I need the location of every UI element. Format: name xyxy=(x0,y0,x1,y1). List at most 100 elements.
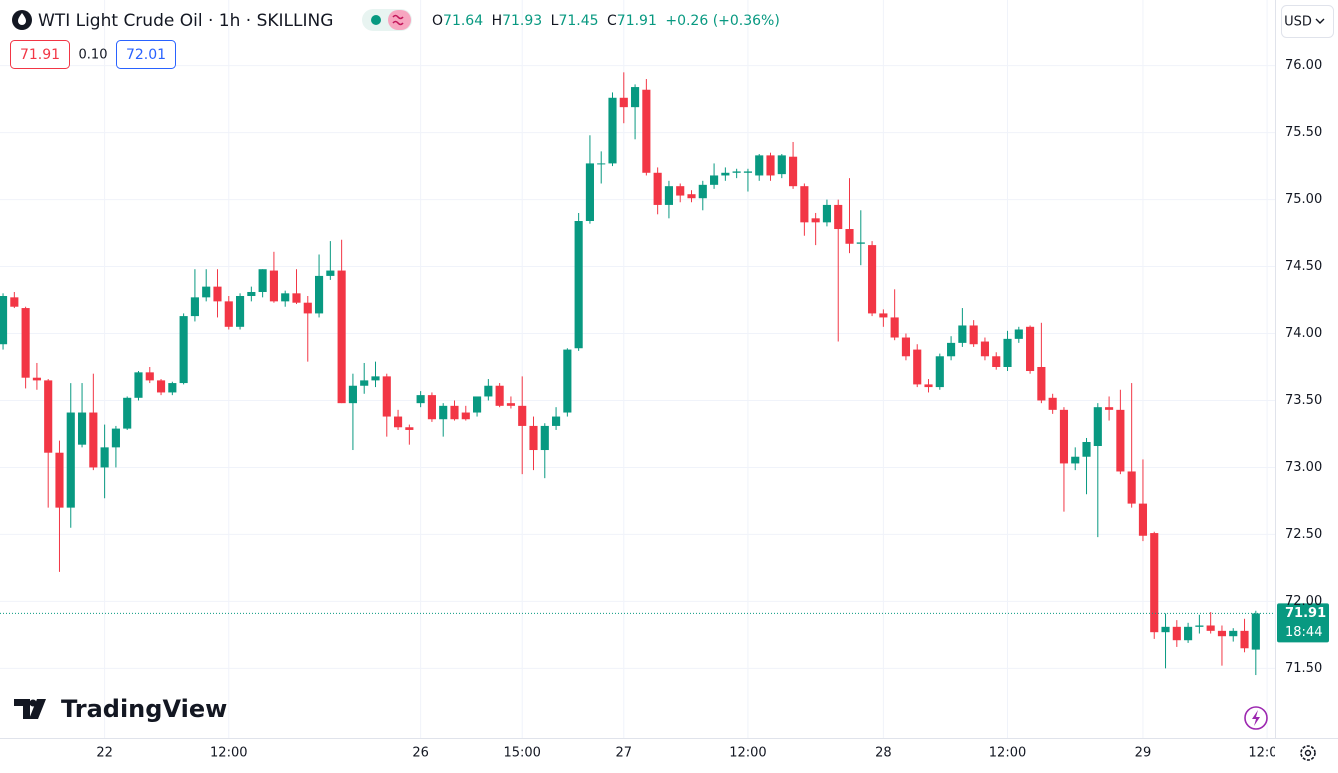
candle-body xyxy=(947,342,956,357)
settings-button[interactable] xyxy=(1300,745,1316,761)
candle-body xyxy=(766,155,775,176)
candle-body xyxy=(687,194,696,199)
candle-body xyxy=(190,297,199,317)
overlay: 71.91 18:44 xyxy=(0,603,1329,643)
candle-body xyxy=(743,171,752,173)
delay-icon xyxy=(392,14,404,26)
candle-body xyxy=(394,416,403,428)
ohlc-legend: O71.64 H71.93 L71.45 C71.91 +0.26 (+0.36… xyxy=(432,13,780,29)
candle-body xyxy=(371,376,380,381)
candle-body xyxy=(608,97,617,164)
x-tick-label: 12:00 xyxy=(1248,746,1285,761)
candle-body xyxy=(134,372,143,398)
candle-body xyxy=(1059,409,1069,464)
market-open-dot xyxy=(371,15,381,25)
symbol-icon-drop xyxy=(18,13,26,25)
candle-body xyxy=(1161,626,1170,633)
candle-body xyxy=(969,325,978,345)
y-tick-label: 75.00 xyxy=(1285,192,1322,207)
candle-body xyxy=(924,384,933,388)
legend-key: H xyxy=(492,13,503,29)
chart-title: WTI Light Crude Oil · 1h · SKILLING xyxy=(38,11,333,31)
candle-body xyxy=(980,341,990,357)
x-tick-label: 29 xyxy=(1135,746,1152,761)
delay-badge xyxy=(388,10,411,30)
candle-body xyxy=(506,403,515,406)
candle-body xyxy=(292,293,301,303)
candle-body xyxy=(845,229,854,244)
y-tick-label: 76.00 xyxy=(1285,58,1322,73)
candle-body xyxy=(676,186,685,196)
candle-body xyxy=(66,412,75,508)
currency-button[interactable] xyxy=(1281,5,1334,38)
candle-body xyxy=(1195,625,1204,627)
legend-key: L xyxy=(551,13,559,29)
candle-body xyxy=(1014,329,1023,339)
candle-body xyxy=(32,377,41,381)
y-tick-label: 72.50 xyxy=(1285,527,1322,542)
candle-body xyxy=(461,412,470,420)
candle-body xyxy=(822,204,832,223)
candle-body xyxy=(811,218,820,223)
y-axis: 71.50 72.00 72.50 73.00 73.50 74.00 74.50 75.00… xyxy=(1285,58,1322,676)
x-tick-label: 26 xyxy=(412,746,429,761)
y-tick-label: 72.00 xyxy=(1285,594,1322,609)
candle-body xyxy=(890,317,899,338)
candle-body xyxy=(337,270,346,404)
candle-body xyxy=(439,405,448,420)
candle-body xyxy=(856,242,865,244)
candle-body xyxy=(631,87,640,108)
candles xyxy=(0,72,1260,676)
candle-body xyxy=(179,316,188,384)
candle-body xyxy=(653,172,662,205)
y-tick-label: 71.50 xyxy=(1285,661,1322,676)
candle-body xyxy=(10,297,19,307)
legend-value: 71.64 xyxy=(443,13,483,29)
buy-button[interactable] xyxy=(116,40,176,69)
candle-body xyxy=(1251,613,1260,650)
candle-body xyxy=(44,380,53,453)
candle-body xyxy=(529,425,538,451)
candle-body xyxy=(800,186,809,223)
candle-body xyxy=(1217,630,1227,637)
x-tick-label: 28 xyxy=(875,746,892,761)
candle-body xyxy=(834,204,843,230)
candle-body xyxy=(21,308,30,378)
y-tick-label: 73.00 xyxy=(1285,460,1322,475)
candle-body xyxy=(235,296,245,327)
candle-body xyxy=(168,383,177,393)
legend-change: +0.26 (+0.36%) xyxy=(665,13,779,29)
currency-label: USD xyxy=(1284,15,1312,30)
candle-body xyxy=(913,349,922,385)
candle-body xyxy=(721,172,730,176)
candle-body xyxy=(1003,338,1012,367)
candle-body xyxy=(382,376,391,417)
candle-body xyxy=(1037,366,1046,401)
candle-body xyxy=(585,163,594,221)
legend-value: 71.91 xyxy=(617,13,657,29)
candle-body xyxy=(1026,326,1035,372)
candle-body xyxy=(303,302,312,314)
candle-body xyxy=(698,184,707,199)
candle-body xyxy=(1206,625,1215,631)
candle-body xyxy=(281,293,290,302)
candle-body xyxy=(1082,441,1091,457)
candle-body xyxy=(1240,630,1249,649)
candle-body xyxy=(1229,630,1238,637)
brand-logo xyxy=(14,699,46,719)
x-tick-label: 22 xyxy=(96,746,113,761)
candle-body xyxy=(597,163,606,165)
candle-body xyxy=(935,356,944,388)
sell-button[interactable] xyxy=(10,40,70,69)
candle-body xyxy=(258,269,267,292)
settings-icon xyxy=(1304,749,1312,757)
candle-body xyxy=(642,89,651,173)
candle-body xyxy=(77,412,87,445)
candle-body xyxy=(755,155,764,176)
candle-body xyxy=(405,427,414,430)
candle-body xyxy=(360,380,369,386)
x-tick-label: 12:00 xyxy=(729,746,766,761)
legend-value: 71.45 xyxy=(558,13,598,29)
candle-body xyxy=(100,447,109,468)
